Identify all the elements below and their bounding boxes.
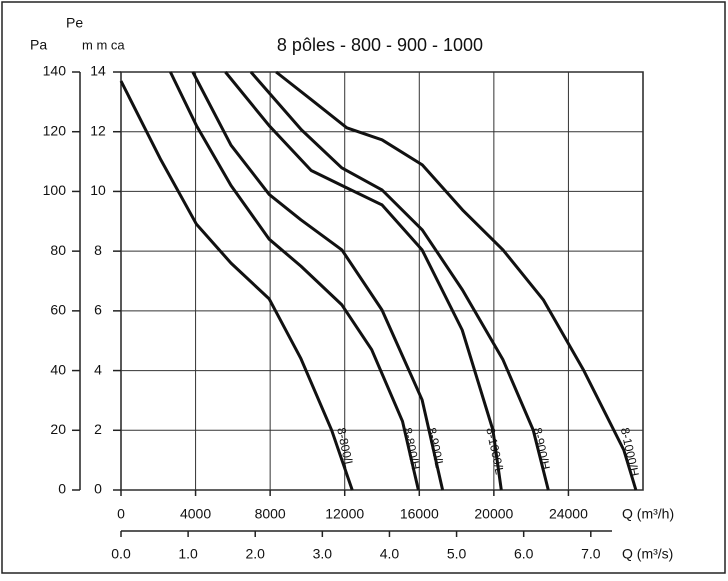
- y2-tick-label: 2: [94, 421, 102, 437]
- plot-frame: [120, 71, 644, 491]
- x2-tick-label: 4.0: [380, 546, 400, 562]
- y2-tick-label: 10: [90, 182, 106, 198]
- y2-tick-label: 14: [90, 63, 106, 79]
- curve: [191, 71, 445, 491]
- y2-tick-label: 4: [94, 361, 102, 377]
- curve: [119, 80, 354, 491]
- x-tick-label: 4000: [180, 506, 211, 522]
- y-tick-label: 120: [43, 122, 67, 138]
- curve-label: 8-900/L: [425, 426, 447, 469]
- x-axis-label: Q (m³/h): [622, 506, 674, 522]
- x2-tick-label: 5.0: [447, 546, 467, 562]
- curve: [275, 70, 638, 491]
- curve: [169, 71, 420, 491]
- x-tick-label: 16000: [400, 506, 439, 522]
- x-tick-label: 0: [117, 506, 125, 522]
- x2-tick-label: 3.0: [313, 546, 333, 562]
- curve-label: 8-1000/H: [618, 426, 642, 477]
- x-tick-label: 12000: [325, 506, 364, 522]
- x2-tick-label: 1.0: [178, 546, 198, 562]
- y-tick-label: 100: [43, 182, 67, 198]
- y2-tick-label: 8: [94, 242, 102, 258]
- y2-axis-label-top: Pe: [66, 15, 83, 31]
- chart-title: 8 pôles - 800 - 900 - 1000: [277, 35, 483, 55]
- y-tick-label: 20: [50, 421, 66, 437]
- x-tick-label: 20000: [474, 506, 513, 522]
- y-tick-label: 60: [50, 302, 66, 318]
- curve-label: 8-900/H: [530, 426, 553, 471]
- y-tick-label: 40: [50, 361, 66, 377]
- y-axis-label: Pa: [30, 37, 47, 53]
- x2-tick-label: 0.0: [111, 546, 131, 562]
- curve: [224, 71, 503, 491]
- x2-axis-label: Q (m³/s): [622, 546, 673, 562]
- y-tick-label: 140: [43, 63, 67, 79]
- y2-tick-label: 6: [94, 302, 102, 318]
- x2-tick-label: 2.0: [245, 546, 265, 562]
- y2-tick-label: 12: [90, 122, 106, 138]
- x2-tick-label: 6.0: [514, 546, 534, 562]
- y-tick-label: 0: [58, 481, 66, 497]
- y2-tick-label: 0: [94, 481, 102, 497]
- x-tick-label: 8000: [255, 506, 286, 522]
- y2-axis-label: m m ca: [82, 37, 125, 52]
- curve: [249, 71, 550, 491]
- y-tick-label: 80: [50, 242, 66, 258]
- x-tick-label: 24000: [549, 506, 588, 522]
- x2-tick-label: 7.0: [581, 546, 601, 562]
- curve-label: 8-1000/L: [483, 426, 507, 476]
